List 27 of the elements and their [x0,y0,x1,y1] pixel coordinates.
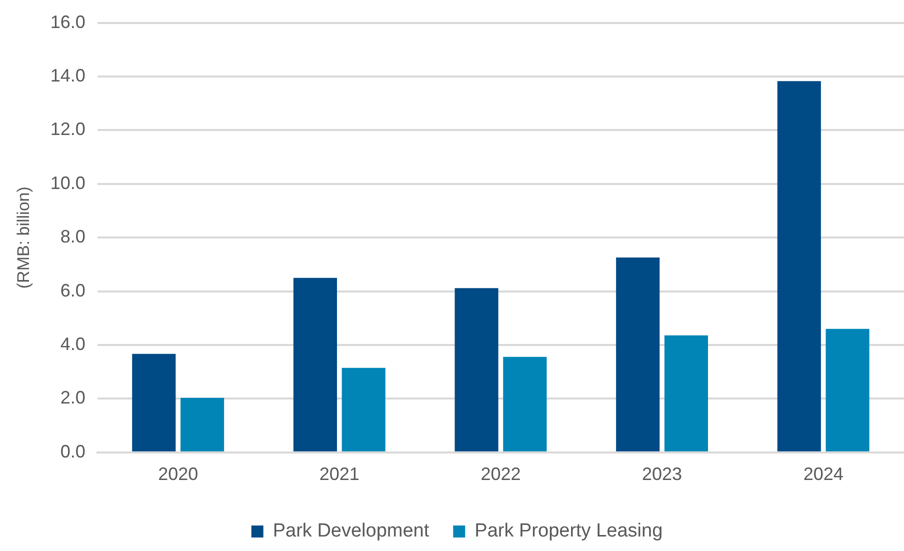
x-tick-label: 2022 [480,464,521,484]
bar [180,398,224,452]
x-tick-label: 2021 [319,464,360,484]
y-tick-label: 8.0 [60,226,86,247]
y-axis-title: (RMB: billion) [14,186,33,289]
y-tick-label: 4.0 [60,334,86,354]
bar [826,328,870,452]
bar [664,335,708,452]
y-tick-label: 2.0 [60,388,86,408]
bar [777,81,821,452]
y-tick-label: 0.0 [60,441,86,462]
bar [342,368,386,452]
y-tick-label: 6.0 [60,280,86,300]
y-tick-label: 16.0 [50,12,86,32]
bar [503,356,547,452]
bar [616,257,660,452]
y-tick-label: 12.0 [50,119,86,140]
y-tick-label: 10.0 [50,172,86,193]
x-tick-label: 2023 [642,464,682,484]
legend-label: Park Development [272,520,430,542]
bar [293,278,337,452]
x-tick-label: 2020 [158,464,198,484]
bar [454,288,498,452]
x-tick-label: 2024 [803,464,844,484]
legend-label: Park Property Leasing [474,520,663,542]
y-tick-label: 14.0 [50,65,86,86]
bar [132,354,176,452]
